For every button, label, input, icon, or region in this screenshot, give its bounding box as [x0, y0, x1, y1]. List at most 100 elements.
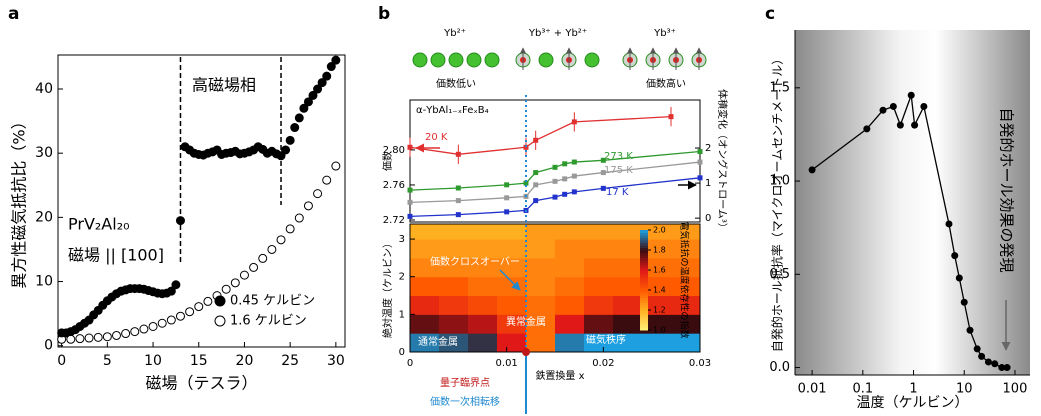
- colorbar-segment: [640, 240, 648, 243]
- heatmap-cell: [671, 257, 701, 278]
- data-point: [552, 194, 558, 200]
- data-point: [978, 352, 986, 360]
- heatmap-cell: [613, 239, 643, 259]
- panel-label: a: [8, 4, 19, 24]
- data-point: [504, 182, 510, 188]
- data-point: [455, 198, 461, 204]
- heatmap-cell: [671, 239, 701, 259]
- colorbar-segment: [640, 325, 648, 328]
- data-point: [308, 90, 318, 100]
- colorbar-segment: [640, 265, 648, 268]
- data-point: [533, 170, 539, 176]
- series-label: 273 K: [604, 151, 633, 162]
- data-point: [533, 198, 539, 204]
- heatmap-cell: [410, 276, 440, 297]
- y-tick-label: 0.0: [769, 360, 790, 375]
- annotation: 価数クロスオーバー: [430, 255, 520, 268]
- data-point: [562, 176, 568, 182]
- data-point: [966, 326, 974, 334]
- heatmap-cell: [642, 333, 672, 353]
- heatmap-cell: [584, 295, 614, 315]
- data-point: [697, 159, 703, 165]
- colorbar-tick-label: 1.8: [653, 246, 666, 255]
- data-point: [600, 185, 606, 191]
- data-point: [523, 180, 529, 186]
- heatmap-cell: [584, 333, 614, 353]
- data-point: [998, 364, 1006, 372]
- data-point: [920, 102, 928, 110]
- y-tick-label: 1: [399, 309, 405, 320]
- data-point: [697, 149, 703, 155]
- heatmap-cell: [439, 239, 469, 259]
- x-tick-label: 1: [909, 382, 917, 397]
- data-point: [523, 144, 529, 150]
- data-point: [562, 161, 568, 167]
- colorbar-segment: [640, 230, 648, 233]
- y-tick-label: 0: [44, 338, 53, 354]
- heatmap-cell: [584, 276, 614, 297]
- data-point: [668, 114, 674, 120]
- data-point: [102, 332, 112, 342]
- heatmap-cell: [584, 224, 614, 240]
- data-point: [571, 159, 577, 165]
- heatmap-cell: [555, 257, 585, 278]
- data-point: [267, 244, 277, 254]
- data-point: [322, 175, 332, 185]
- data-point: [951, 252, 959, 260]
- y-tick-label: 2: [399, 272, 405, 283]
- annotation: 価数一次相転移: [430, 395, 500, 408]
- data-point: [455, 151, 461, 157]
- colorbar-segment: [640, 247, 648, 251]
- colorbar-segment: [640, 317, 648, 321]
- colorbar-segment: [640, 257, 648, 261]
- data-point: [407, 187, 413, 193]
- axis-label: 自発的ホール抵抗率（マイクロオームセンチメートル）: [770, 53, 785, 352]
- colorbar-segment: [640, 322, 648, 326]
- series-line: [409, 177, 701, 218]
- data-point: [194, 302, 204, 312]
- data-point: [331, 55, 341, 65]
- colorbar-segment: [640, 270, 648, 273]
- colorbar-segment: [640, 262, 648, 266]
- data-point: [157, 318, 167, 328]
- annotation: 異常金属: [506, 315, 546, 328]
- data-point: [504, 209, 510, 215]
- data-point: [84, 333, 94, 343]
- colorbar-segment: [640, 327, 648, 331]
- data-point: [185, 307, 195, 317]
- heatmap-cell: [497, 257, 527, 278]
- data-point: [230, 278, 240, 288]
- heatmap-cell: [613, 224, 643, 240]
- axis-label: 異方性磁気抵抗比（%）: [10, 113, 29, 288]
- colorbar-segment: [640, 242, 648, 246]
- heatmap-cell: [613, 257, 643, 278]
- data-point: [945, 220, 953, 228]
- x-tick-label: 20: [236, 353, 254, 369]
- heatmap-cell: [555, 295, 585, 315]
- series-line: [409, 161, 701, 204]
- annotation-arrow: [499, 269, 521, 291]
- data-point: [130, 327, 140, 337]
- heatmap-cell: [497, 333, 527, 353]
- colorbar-segment: [640, 312, 648, 316]
- heatmap-cell: [439, 295, 469, 315]
- colorbar-segment: [640, 310, 648, 313]
- colorbar-segment: [640, 235, 648, 238]
- heatmap-cell: [468, 224, 498, 240]
- colorbar-segment: [640, 260, 648, 263]
- data-point: [299, 103, 309, 113]
- annotation: 通常金属: [418, 335, 458, 348]
- data-point: [911, 121, 919, 129]
- series-label: 20 K: [425, 132, 448, 143]
- data-point: [1003, 364, 1011, 372]
- x-tick-label: 25: [281, 353, 299, 369]
- heatmap-cell: [468, 314, 498, 334]
- y-tick-label: 1.5: [769, 80, 790, 95]
- heatmap-cell: [410, 239, 440, 259]
- data-point: [896, 121, 904, 129]
- colorbar-segment: [640, 285, 648, 288]
- y-tick-label: 2: [705, 143, 711, 154]
- heatmap-cell: [526, 333, 556, 353]
- heatmap-cell: [526, 314, 556, 334]
